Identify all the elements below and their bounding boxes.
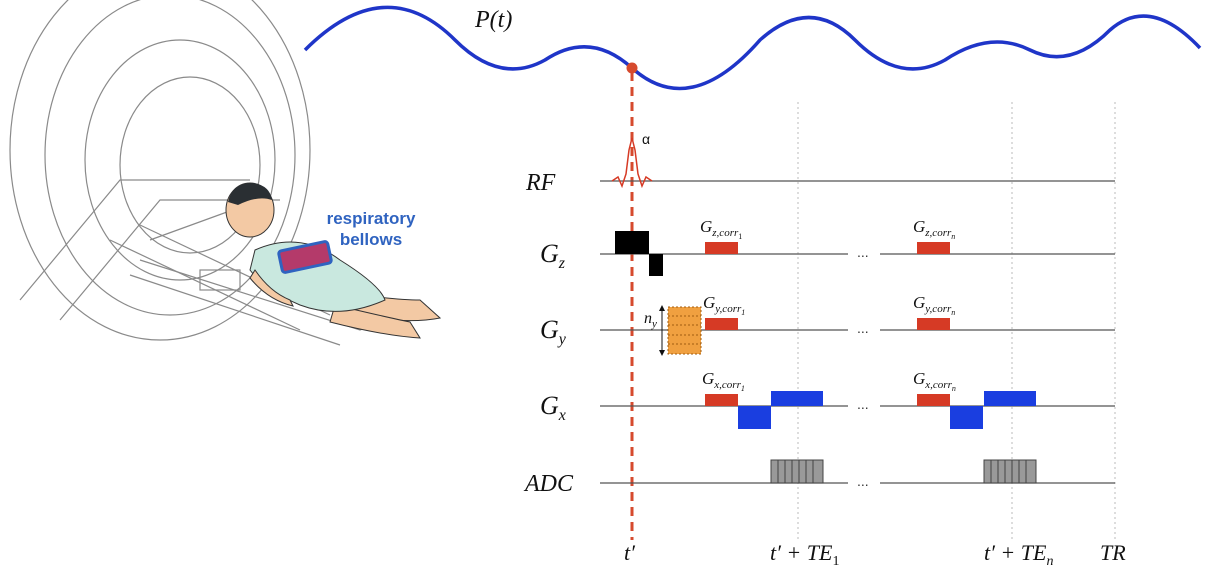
gz-correction-n-label: Gz,corrn <box>913 217 955 241</box>
phase-steps-arrow <box>659 305 665 356</box>
patient-illustration <box>225 182 442 339</box>
gx-ellipsis: ... <box>857 396 869 412</box>
channel-label-gz: Gz <box>540 239 566 272</box>
bellows-label-line1: respiratory <box>327 209 416 228</box>
flip-angle-label: α <box>642 131 650 147</box>
gz-rephase <box>649 254 663 276</box>
signal-label: P(t) <box>474 7 512 33</box>
adc-ellipsis: ... <box>857 473 869 489</box>
channel-label-gx: Gx <box>540 391 566 424</box>
gx-correction-n-label: Gx,corrn <box>913 369 956 393</box>
gz-correction-1-label: Gz,corr1 <box>700 217 742 241</box>
gy-correction-1-label: Gy,corr1 <box>703 293 745 317</box>
time-label-te1: t′ + TE1 <box>770 540 839 569</box>
bellows-label-line2: bellows <box>340 230 402 249</box>
gx-correction-n <box>917 394 950 406</box>
channel-label-adc: ADC <box>523 471 574 497</box>
gz-correction-n <box>917 242 950 254</box>
time-label-ten: t′ + TEn <box>984 540 1053 569</box>
time-label-t0: t′ <box>624 540 636 565</box>
gy-ellipsis: ... <box>857 320 869 336</box>
channel-label-gy: Gy <box>540 315 567 348</box>
gy-phase-encoding-table <box>667 306 702 355</box>
gx-readout-n <box>984 391 1036 406</box>
gx-correction-1-label: Gx,corr1 <box>702 369 745 393</box>
channel-label-rf: RF <box>525 170 556 196</box>
gx-readout-1 <box>771 391 823 406</box>
gx-correction-1 <box>705 394 738 406</box>
gx-prephase-1 <box>738 406 771 429</box>
gy-correction-n <box>917 318 950 330</box>
respiratory-signal-curve <box>303 5 1202 91</box>
mri-scanner-illustration <box>9 0 411 346</box>
adc-window-n <box>983 459 1037 484</box>
gz-ellipsis: ... <box>857 244 869 260</box>
gz-correction-1 <box>705 242 738 254</box>
time-label-tr: TR <box>1100 540 1126 565</box>
bellows-device <box>277 240 333 274</box>
gy-correction-n-label: Gy,corrn <box>913 293 955 317</box>
trigger-point <box>626 62 638 74</box>
rf-pulse <box>611 137 653 189</box>
phase-steps-label: ny <box>644 310 657 330</box>
gy-correction-1 <box>705 318 738 330</box>
gx-prephase-n <box>950 406 983 429</box>
adc-window-1 <box>770 459 824 484</box>
gz-slice-select <box>615 231 649 254</box>
